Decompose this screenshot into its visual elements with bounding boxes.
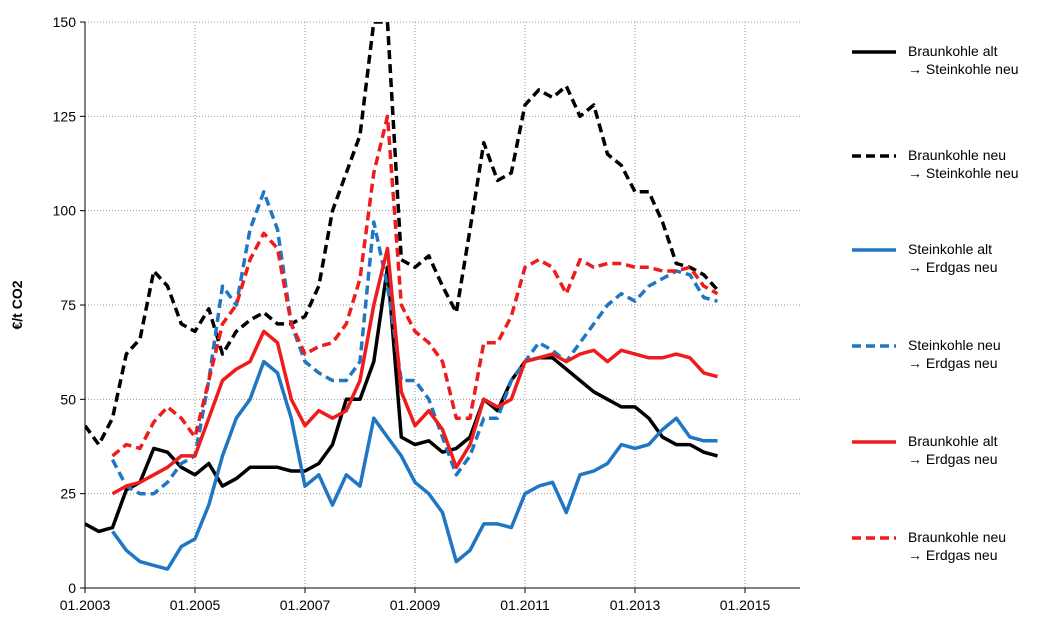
legend-swatch: [852, 50, 896, 54]
legend-entry: Steinkohle alt → Erdgas neu: [850, 240, 998, 276]
legend-entry: Braunkohle alt → Steinkohle neu: [850, 42, 1019, 78]
legend-swatch: [852, 344, 896, 348]
x-tick-label: 01.2009: [390, 597, 441, 613]
series-line: [110, 190, 718, 496]
legend-label: Braunkohle alt → Steinkohle neu: [908, 43, 1019, 77]
series-line: [85, 265, 718, 534]
y-tick-label: 150: [53, 14, 77, 30]
legend-entry: Braunkohle neu → Steinkohle neu: [850, 146, 1019, 182]
x-tick-label: 01.2005: [170, 597, 221, 613]
series-line: [111, 359, 718, 571]
legend-swatch: [852, 536, 896, 540]
y-tick-label: 125: [53, 108, 77, 124]
x-tick-label: 01.2011: [500, 597, 550, 613]
x-tick-label: 01.2007: [280, 597, 331, 613]
legend-label: Braunkohle alt → Erdgas neu: [908, 433, 998, 467]
series-line: [111, 114, 719, 458]
x-tick-label: 01.2015: [720, 597, 771, 613]
legend-swatch: [852, 248, 896, 252]
y-tick-label: 0: [68, 580, 76, 596]
y-tick-label: 50: [60, 391, 76, 407]
series-line: [111, 246, 718, 496]
legend-label: Steinkohle neu → Erdgas neu: [908, 337, 1001, 371]
legend-swatch: [852, 440, 896, 444]
legend-entry: Braunkohle neu → Erdgas neu: [850, 528, 1006, 564]
y-axis-label: €/t CO2: [9, 280, 25, 329]
legend-entry: Steinkohle neu → Erdgas neu: [850, 336, 1001, 372]
y-tick-label: 100: [53, 203, 77, 219]
y-tick-label: 75: [60, 297, 76, 313]
x-tick-label: 01.2013: [610, 597, 661, 613]
legend-label: Braunkohle neu → Erdgas neu: [908, 529, 1007, 563]
legend-label: Steinkohle alt → Erdgas neu: [908, 241, 998, 275]
y-tick-label: 25: [60, 486, 76, 502]
x-tick-label: 01.2003: [60, 597, 111, 613]
legend-swatch: [852, 154, 896, 158]
legend-entry: Braunkohle alt → Erdgas neu: [850, 432, 998, 468]
legend-label: Braunkohle neu → Steinkohle neu: [908, 147, 1019, 181]
